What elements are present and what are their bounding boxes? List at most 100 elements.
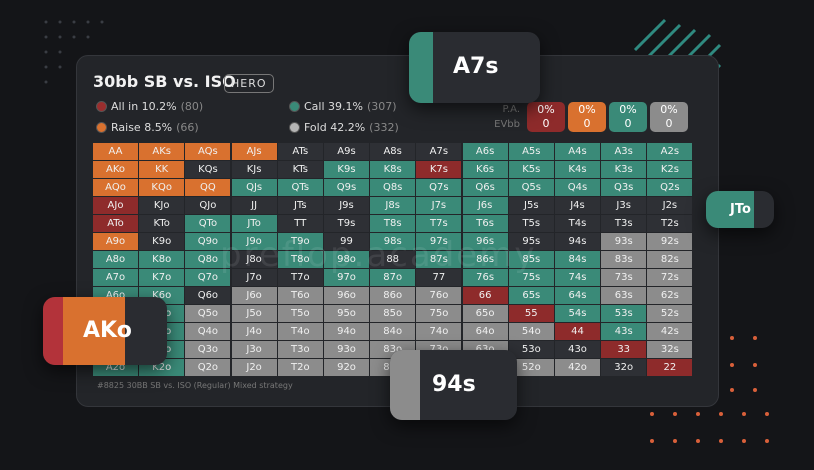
hand-cell[interactable]: J5o: [231, 305, 277, 322]
hand-cell[interactable]: 32o: [601, 359, 647, 376]
hand-cell[interactable]: 86s: [462, 251, 508, 268]
hand-cell[interactable]: TT: [277, 215, 323, 232]
hand-cell[interactable]: Q6s: [462, 179, 508, 196]
hand-cell[interactable]: 52s: [647, 305, 693, 322]
hand-cell[interactable]: QJs: [231, 179, 277, 196]
hand-cell[interactable]: KJo: [139, 197, 185, 214]
hand-cell[interactable]: A9o: [93, 233, 138, 250]
hand-cell[interactable]: Q2s: [647, 179, 693, 196]
hand-cell[interactable]: T2o: [277, 359, 323, 376]
hand-cell[interactable]: Q4o: [185, 323, 231, 340]
hand-cell[interactable]: 93s: [601, 233, 647, 250]
hand-cell[interactable]: Q9s: [324, 179, 369, 196]
hand-cell[interactable]: 64o: [462, 323, 508, 340]
hand-cell[interactable]: 88: [370, 251, 416, 268]
hand-cell[interactable]: Q2o: [185, 359, 231, 376]
hand-cell[interactable]: K9s: [324, 161, 369, 178]
hand-cell[interactable]: 33: [601, 341, 647, 358]
hand-cell[interactable]: 62s: [647, 287, 693, 304]
hand-cell[interactable]: J8o: [231, 251, 277, 268]
hand-cell[interactable]: KQs: [185, 161, 231, 178]
hand-cell[interactable]: ATs: [277, 143, 323, 160]
hand-cell[interactable]: 74o: [416, 323, 462, 340]
hand-cell[interactable]: 65o: [462, 305, 508, 322]
hand-cell[interactable]: 42o: [555, 359, 600, 376]
hand-cell[interactable]: 66: [462, 287, 508, 304]
hand-cell[interactable]: Q5s: [508, 179, 554, 196]
hand-cell[interactable]: 84s: [555, 251, 600, 268]
hand-cell[interactable]: AJo: [93, 197, 138, 214]
hand-cell[interactable]: A8s: [370, 143, 416, 160]
hand-cell[interactable]: 54o: [508, 323, 554, 340]
hand-cell[interactable]: T2s: [647, 215, 693, 232]
hand-cell[interactable]: J2o: [231, 359, 277, 376]
hand-cell[interactable]: JJ: [231, 197, 277, 214]
hand-cell[interactable]: A9s: [324, 143, 369, 160]
hand-cell[interactable]: 54s: [555, 305, 600, 322]
hand-cell[interactable]: 77: [416, 269, 462, 286]
hand-card[interactable]: AKo: [43, 297, 167, 365]
hand-cell[interactable]: K6s: [462, 161, 508, 178]
hand-card[interactable]: A7s: [409, 32, 540, 103]
hand-cell[interactable]: Q7o: [185, 269, 231, 286]
hand-cell[interactable]: 96s: [462, 233, 508, 250]
hand-cell[interactable]: AJs: [231, 143, 277, 160]
hand-cell[interactable]: 55: [508, 305, 554, 322]
hand-cell[interactable]: QJo: [185, 197, 231, 214]
hand-cell[interactable]: 95o: [324, 305, 369, 322]
hand-cell[interactable]: AQo: [93, 179, 138, 196]
hand-cell[interactable]: JTo: [231, 215, 277, 232]
hand-cell[interactable]: A8o: [93, 251, 138, 268]
hand-cell[interactable]: T4o: [277, 323, 323, 340]
hand-cell[interactable]: Q3s: [601, 179, 647, 196]
hand-cell[interactable]: Q8s: [370, 179, 416, 196]
hand-cell[interactable]: A3s: [601, 143, 647, 160]
hand-cell[interactable]: 97o: [324, 269, 369, 286]
hand-cell[interactable]: QQ: [185, 179, 231, 196]
hand-cell[interactable]: T4s: [555, 215, 600, 232]
hand-cell[interactable]: K9o: [139, 233, 185, 250]
hand-cell[interactable]: J9s: [324, 197, 369, 214]
hero-badge[interactable]: HERO: [224, 74, 274, 93]
hand-card[interactable]: 94s: [390, 350, 517, 420]
hand-cell[interactable]: T8o: [277, 251, 323, 268]
hand-cell[interactable]: AQs: [185, 143, 231, 160]
hand-cell[interactable]: T3o: [277, 341, 323, 358]
hand-cell[interactable]: J7o: [231, 269, 277, 286]
hand-cell[interactable]: 98s: [370, 233, 416, 250]
hand-cell[interactable]: 92s: [647, 233, 693, 250]
hand-cell[interactable]: 82s: [647, 251, 693, 268]
hand-cell[interactable]: KQo: [139, 179, 185, 196]
hand-cell[interactable]: 72s: [647, 269, 693, 286]
hand-cell[interactable]: 93o: [324, 341, 369, 358]
hand-cell[interactable]: A2s: [647, 143, 693, 160]
hand-cell[interactable]: Q5o: [185, 305, 231, 322]
hand-cell[interactable]: 94o: [324, 323, 369, 340]
hand-cell[interactable]: Q9o: [185, 233, 231, 250]
hand-cell[interactable]: K8s: [370, 161, 416, 178]
hand-cell[interactable]: J5s: [508, 197, 554, 214]
hand-cell[interactable]: A7o: [93, 269, 138, 286]
hand-cell[interactable]: 76o: [416, 287, 462, 304]
hand-cell[interactable]: K2s: [647, 161, 693, 178]
hand-cell[interactable]: 65s: [508, 287, 554, 304]
hand-cell[interactable]: 52o: [508, 359, 554, 376]
hand-cell[interactable]: 73s: [601, 269, 647, 286]
hand-cell[interactable]: 97s: [416, 233, 462, 250]
hand-cell[interactable]: Q6o: [185, 287, 231, 304]
hand-cell[interactable]: T3s: [601, 215, 647, 232]
hand-cell[interactable]: J3s: [601, 197, 647, 214]
hand-cell[interactable]: QTo: [185, 215, 231, 232]
hand-cell[interactable]: T5o: [277, 305, 323, 322]
hand-cell[interactable]: 44: [555, 323, 600, 340]
hand-cell[interactable]: T9s: [324, 215, 369, 232]
hand-cell[interactable]: 75s: [508, 269, 554, 286]
hand-cell[interactable]: J4s: [555, 197, 600, 214]
hand-cell[interactable]: 22: [647, 359, 693, 376]
hand-cell[interactable]: K8o: [139, 251, 185, 268]
hand-cell[interactable]: KK: [139, 161, 185, 178]
hand-cell[interactable]: 95s: [508, 233, 554, 250]
hand-cell[interactable]: 85o: [370, 305, 416, 322]
hand-cell[interactable]: J6o: [231, 287, 277, 304]
hand-cell[interactable]: 94s: [555, 233, 600, 250]
